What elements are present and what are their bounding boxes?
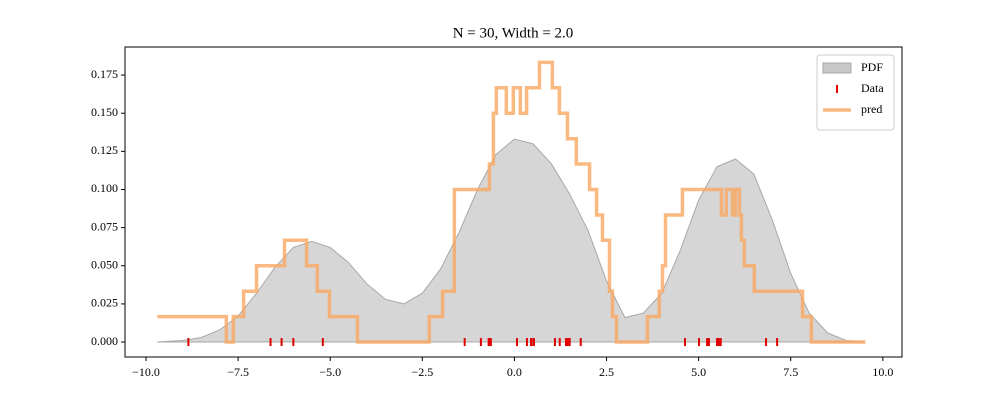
legend-swatch bbox=[822, 62, 852, 74]
y-tick-label: 0.000 bbox=[91, 334, 118, 348]
x-tick-label: 2.5 bbox=[599, 365, 614, 379]
plot-area bbox=[157, 60, 866, 347]
y-tick-label: 0.050 bbox=[91, 258, 118, 272]
x-tick-label: 0.0 bbox=[507, 365, 522, 379]
x-tick-label: −2.5 bbox=[411, 365, 433, 379]
x-tick-label: 5.0 bbox=[691, 365, 706, 379]
y-tick-label: 0.075 bbox=[91, 219, 118, 233]
legend: PDF Data pred bbox=[816, 54, 895, 131]
x-tick-label: −7.5 bbox=[227, 365, 249, 379]
legend-label: Data bbox=[861, 81, 884, 95]
legend-label: PDF bbox=[861, 60, 883, 74]
x-tick-label: 7.5 bbox=[783, 365, 798, 379]
x-tick-label: 10.0 bbox=[872, 365, 893, 379]
y-tick-label: 0.100 bbox=[91, 181, 118, 195]
axes-frame bbox=[124, 46, 903, 358]
y-tick-label: 0.025 bbox=[91, 296, 118, 310]
pred-line bbox=[157, 60, 866, 344]
y-tick-label: 0.150 bbox=[91, 105, 118, 119]
x-tick-label: −10.0 bbox=[132, 365, 160, 379]
x-tick-label: −5.0 bbox=[319, 365, 341, 379]
y-tick-label: 0.175 bbox=[91, 67, 118, 81]
chart-title: N = 30, Width = 2.0 bbox=[453, 25, 574, 41]
y-tick-label: 0.125 bbox=[91, 143, 118, 157]
legend-label: pred bbox=[861, 102, 882, 116]
